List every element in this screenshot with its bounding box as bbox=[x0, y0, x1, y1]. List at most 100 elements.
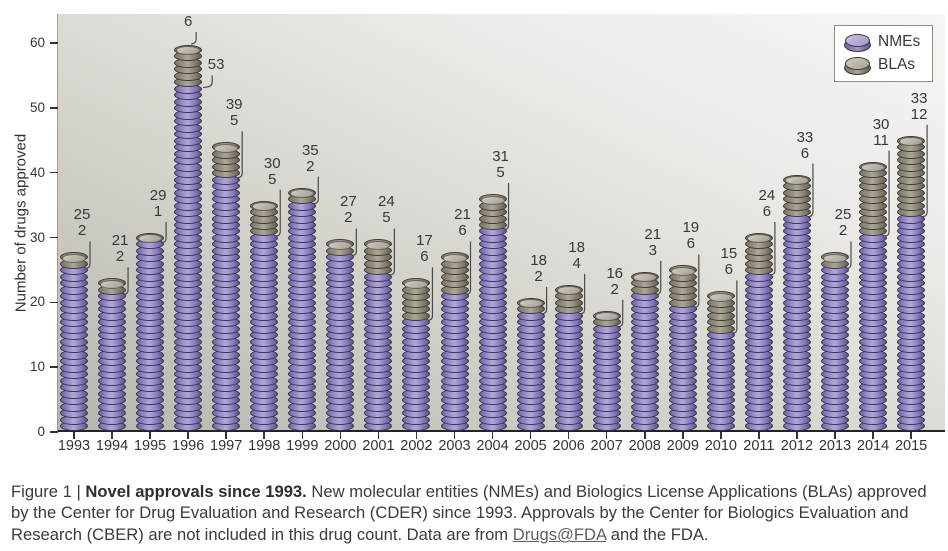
y-tick-40 bbox=[50, 171, 58, 174]
disc-top-face bbox=[290, 189, 315, 199]
bla-count-2001: 5 bbox=[382, 209, 391, 227]
bla-count-2015: 12 bbox=[910, 105, 928, 123]
bla-count-2004: 5 bbox=[496, 164, 505, 182]
bar-2006 bbox=[554, 284, 583, 431]
caption-prefix: Figure 1 | bbox=[11, 481, 86, 501]
x-tick-label-1997: 1997 bbox=[210, 438, 243, 454]
x-tick-2003 bbox=[453, 432, 456, 439]
leader-line-1996 bbox=[203, 75, 213, 89]
bar-1994 bbox=[98, 278, 127, 431]
disc-top-face bbox=[480, 195, 505, 205]
bar-value-label-2006: 18 4 bbox=[559, 239, 595, 272]
disc-top-face bbox=[328, 240, 353, 250]
legend-label-blas: BLAs bbox=[878, 56, 916, 73]
nme-count-1996: 53 bbox=[207, 56, 225, 74]
bar-2008 bbox=[630, 271, 659, 431]
x-tick-2000 bbox=[339, 432, 342, 439]
nme-count-1993: 25 bbox=[73, 206, 91, 224]
bar-value-label-1998: 30 5 bbox=[254, 155, 290, 188]
bla-disc bbox=[859, 161, 888, 173]
nme-count-1995: 29 bbox=[149, 186, 167, 204]
bla-disc bbox=[744, 232, 773, 244]
drugs-at-fda-link[interactable]: Drugs@FDA bbox=[512, 525, 607, 545]
bar-value-label-2014: 30 11 bbox=[863, 116, 899, 149]
x-tick-label-2011: 2011 bbox=[743, 438, 775, 454]
disc-top-face bbox=[518, 299, 543, 309]
bla-count-1998: 5 bbox=[268, 170, 277, 188]
bla-disc bbox=[250, 200, 279, 212]
bar-2015 bbox=[897, 135, 926, 431]
bar-value-label-2005: 18 2 bbox=[521, 252, 557, 285]
y-tick-20 bbox=[50, 301, 58, 304]
x-tick-label-1994: 1994 bbox=[95, 438, 129, 454]
y-tick-50 bbox=[50, 107, 58, 109]
bar-value-label-2013: 25 2 bbox=[825, 207, 861, 239]
bla-disc bbox=[706, 291, 735, 302]
bla-disc bbox=[630, 271, 659, 283]
x-tick-2006 bbox=[567, 432, 570, 439]
nme-count-2009: 19 bbox=[682, 219, 700, 237]
bla-count-1995: 1 bbox=[153, 202, 163, 220]
caption-title: Novel approvals since 1993. bbox=[85, 481, 307, 501]
x-tick-1993 bbox=[73, 432, 75, 439]
disc-top-face bbox=[594, 312, 619, 322]
x-tick-2007 bbox=[605, 432, 608, 439]
disc-top-face bbox=[62, 253, 86, 263]
x-tick-label-2006: 2006 bbox=[552, 438, 585, 454]
x-tick-label-2008: 2008 bbox=[628, 438, 661, 454]
bar-value-label-2003: 21 6 bbox=[445, 207, 481, 239]
bla-count-2003: 6 bbox=[458, 222, 467, 240]
bla-disc bbox=[402, 278, 431, 289]
x-tick-1999 bbox=[301, 432, 304, 439]
bar-1997 bbox=[212, 142, 241, 431]
bla-disc bbox=[60, 252, 88, 263]
bar-value-label-2015: 33 12 bbox=[901, 90, 937, 123]
disc-top-face bbox=[252, 202, 277, 212]
bar-value-label-2009: 19 6 bbox=[673, 220, 709, 252]
bla-count-2008: 3 bbox=[648, 241, 657, 259]
disc-top-face bbox=[214, 143, 239, 153]
bar-2009 bbox=[668, 265, 697, 431]
disc-top-face bbox=[556, 286, 581, 296]
bla-disc bbox=[440, 252, 469, 263]
bar-2013 bbox=[821, 252, 849, 431]
x-tick-label-2015: 2015 bbox=[894, 438, 928, 454]
bar-value-label-2002: 17 6 bbox=[406, 233, 442, 265]
x-tick-label-1995: 1995 bbox=[133, 438, 167, 454]
bar-1996 bbox=[174, 44, 203, 431]
y-tick-label-30: 30 bbox=[29, 229, 45, 245]
x-tick-2015 bbox=[910, 432, 912, 439]
y-tick-label-10: 10 bbox=[29, 359, 45, 375]
nme-count-2002: 17 bbox=[416, 232, 433, 250]
nme-disc-icon bbox=[844, 34, 871, 52]
x-tick-label-1996: 1996 bbox=[172, 438, 205, 454]
x-tick-label-1993: 1993 bbox=[57, 438, 91, 454]
nme-count-2003: 21 bbox=[454, 206, 471, 224]
disc-top-face bbox=[784, 176, 809, 186]
nme-count-1999: 35 bbox=[301, 141, 319, 159]
nme-count-2013: 25 bbox=[834, 206, 852, 224]
disc-top-face bbox=[404, 279, 429, 289]
x-tick-2004 bbox=[491, 432, 494, 439]
y-tick-30 bbox=[50, 236, 58, 239]
y-tick-60 bbox=[50, 42, 58, 44]
x-tick-label-2002: 2002 bbox=[400, 438, 433, 454]
bar-2002 bbox=[402, 278, 431, 431]
x-tick-label-2004: 2004 bbox=[476, 438, 509, 454]
x-tick-2001 bbox=[377, 432, 380, 439]
bla-disc bbox=[478, 194, 507, 205]
caption-body-2: and the FDA. bbox=[606, 525, 709, 545]
bar-value-label-2011: 24 6 bbox=[749, 187, 785, 220]
nme-count-2007: 16 bbox=[606, 264, 624, 282]
x-tick-label-2013: 2013 bbox=[818, 438, 852, 454]
bla-disc bbox=[821, 252, 849, 263]
bla-count-1996: 6 bbox=[183, 13, 193, 30]
bar-1995 bbox=[136, 232, 165, 431]
x-tick-label-1999: 1999 bbox=[286, 438, 319, 454]
bar-value-label-1994: 21 2 bbox=[102, 233, 138, 265]
bar-value-label-1993: 25 2 bbox=[64, 207, 100, 239]
bar-value-label-2010: 15 6 bbox=[711, 246, 747, 278]
figure-caption: Figure 1 | Novel approvals since 1993. N… bbox=[11, 481, 940, 546]
disc-top-face bbox=[100, 279, 125, 289]
legend-item-blas: BLAs bbox=[844, 56, 920, 75]
